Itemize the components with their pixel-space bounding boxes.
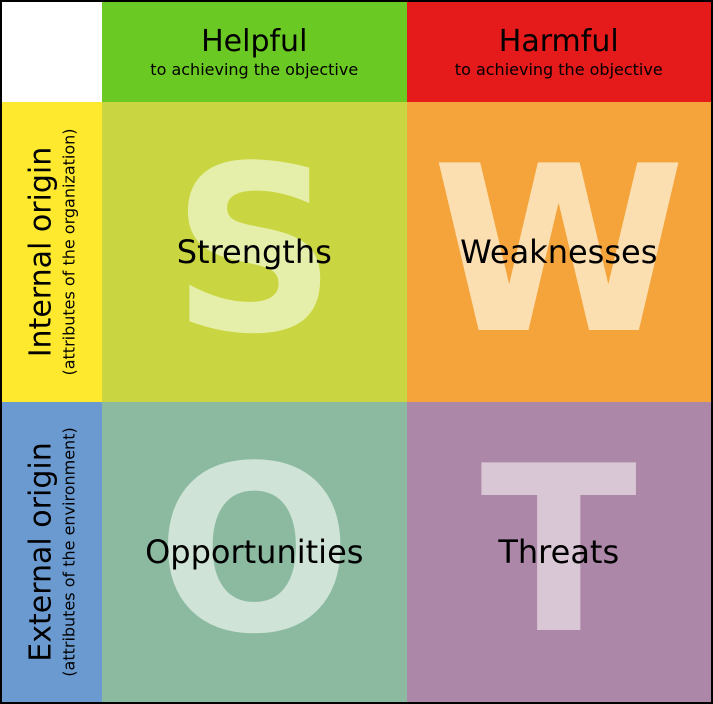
col-header-helpful: Helpful to achieving the objective xyxy=(102,2,407,102)
cell-weaknesses: W Weaknesses xyxy=(407,102,712,402)
col-harmful-subtitle: to achieving the objective xyxy=(455,60,663,79)
col-helpful-title: Helpful xyxy=(201,25,307,58)
label-opportunities: Opportunities xyxy=(145,533,363,571)
col-harmful-title: Harmful xyxy=(499,25,619,58)
row-internal-subtitle: (attributes of the organization) xyxy=(60,128,79,375)
cell-opportunities: O Opportunities xyxy=(102,402,407,702)
row-external-title: External origin xyxy=(25,442,58,661)
label-strengths: Strengths xyxy=(177,233,332,271)
label-weaknesses: Weaknesses xyxy=(460,233,657,271)
cell-threats: T Threats xyxy=(407,402,712,702)
row-internal-title: Internal origin xyxy=(25,147,58,358)
row-external-subtitle: (attributes of the environment) xyxy=(60,427,79,676)
cell-strengths: S Strengths xyxy=(102,102,407,402)
row-header-external: External origin (attributes of the envir… xyxy=(2,402,102,702)
row-header-internal: Internal origin (attributes of the organ… xyxy=(2,102,102,402)
swot-matrix: Helpful to achieving the objective Harmf… xyxy=(0,0,713,704)
label-threats: Threats xyxy=(498,533,619,571)
col-header-harmful: Harmful to achieving the objective xyxy=(407,2,712,102)
col-helpful-subtitle: to achieving the objective xyxy=(150,60,358,79)
corner-spacer xyxy=(2,2,102,102)
